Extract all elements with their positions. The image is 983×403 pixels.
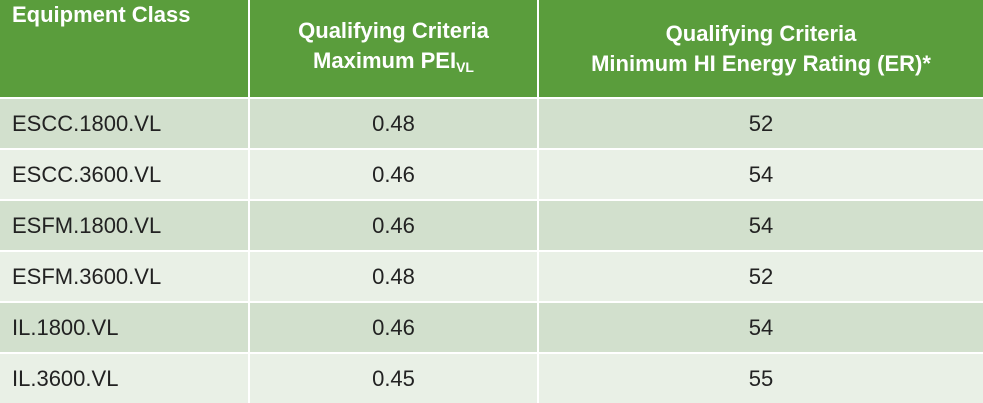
table-cell: 54 — [539, 303, 983, 352]
table-cell: 0.46 — [250, 150, 537, 199]
table-cell: ESCC.1800.VL — [0, 99, 248, 148]
header-line: Qualifying Criteria — [298, 17, 489, 43]
table-cell: 0.48 — [250, 252, 537, 301]
table-cell: IL.3600.VL — [0, 354, 248, 403]
table-cell: 52 — [539, 99, 983, 148]
header-line: Qualifying Criteria — [665, 20, 857, 46]
table-cell: 52 — [539, 252, 983, 301]
header-line: Equipment Class — [12, 2, 191, 27]
table-cell: 0.46 — [250, 201, 537, 250]
table-cell: 54 — [539, 201, 983, 250]
table-cell: 0.46 — [250, 303, 537, 352]
header-cell: Equipment Class — [0, 0, 248, 97]
header-subscript: VL — [456, 58, 474, 75]
table-cell: ESFM.1800.VL — [0, 201, 248, 250]
table-cell: ESFM.3600.VL — [0, 252, 248, 301]
table-cell: ESCC.3600.VL — [0, 150, 248, 199]
table-cell: 55 — [539, 354, 983, 403]
table-cell: IL.1800.VL — [0, 303, 248, 352]
header-text: Maximum PEI — [313, 47, 457, 73]
header-cell: Qualifying Criteria Minimum HI Energy Rat… — [539, 0, 983, 97]
header-line: Maximum PEIVL — [313, 46, 474, 82]
header-text: Minimum HI Energy Rating (ER)* — [591, 50, 931, 76]
table-cell: 0.48 — [250, 99, 537, 148]
table-cell: 54 — [539, 150, 983, 199]
header-cell: Qualifying Criteria Maximum PEIVL — [250, 0, 537, 97]
table-cell: 0.45 — [250, 354, 537, 403]
header-line: Minimum HI Energy Rating (ER)* — [591, 49, 931, 79]
